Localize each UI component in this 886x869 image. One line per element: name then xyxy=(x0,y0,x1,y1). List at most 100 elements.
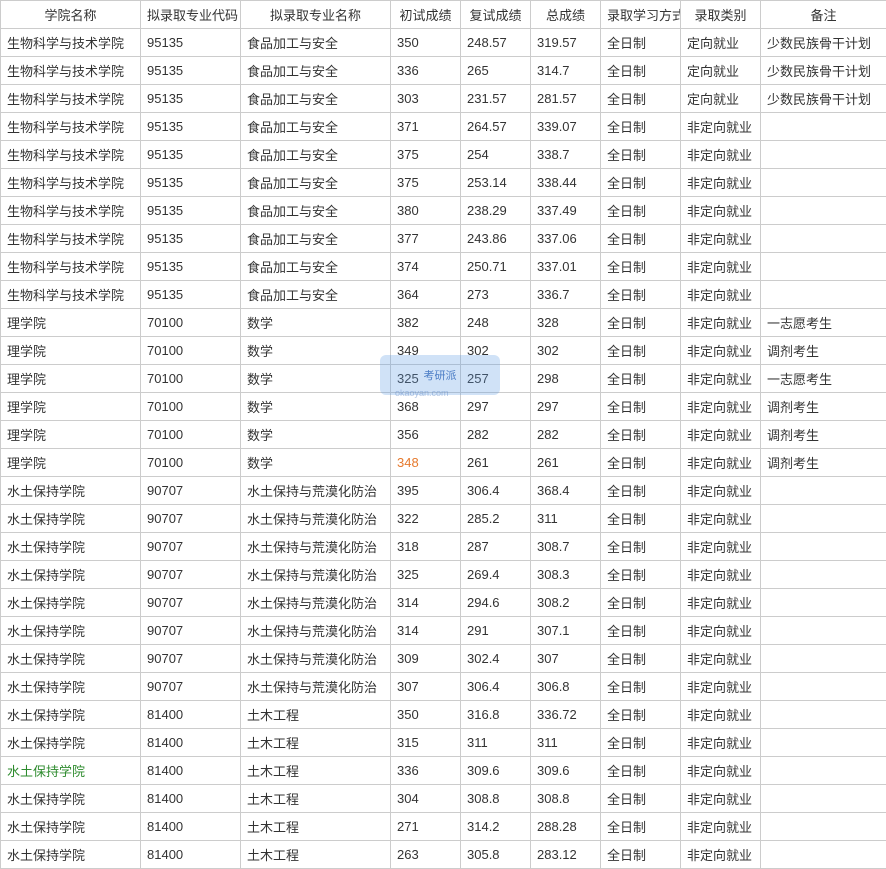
table-cell: 全日制 xyxy=(601,337,681,365)
table-cell: 308.8 xyxy=(461,785,531,813)
table-cell: 非定向就业 xyxy=(681,141,761,169)
table-cell: 70100 xyxy=(141,421,241,449)
table-cell: 308.8 xyxy=(531,785,601,813)
table-row: 水土保持学院90707水土保持与荒漠化防治322285.2311全日制非定向就业 xyxy=(1,505,886,533)
table-cell xyxy=(761,253,886,281)
table-cell: 248.57 xyxy=(461,29,531,57)
table-row: 生物科学与技术学院95135食品加工与安全374250.71337.01全日制非… xyxy=(1,253,886,281)
table-cell: 297 xyxy=(531,393,601,421)
table-cell: 90707 xyxy=(141,589,241,617)
table-row: 生物科学与技术学院95135食品加工与安全303231.57281.57全日制定… xyxy=(1,85,886,113)
table-cell: 281.57 xyxy=(531,85,601,113)
table-cell: 90707 xyxy=(141,617,241,645)
table-cell: 314 xyxy=(391,617,461,645)
table-cell: 95135 xyxy=(141,29,241,57)
table-cell: 95135 xyxy=(141,169,241,197)
table-row: 理学院70100数学325257298全日制非定向就业一志愿考生 xyxy=(1,365,886,393)
table-cell: 70100 xyxy=(141,393,241,421)
table-cell: 调剂考生 xyxy=(761,393,886,421)
table-cell: 水土保持与荒漠化防治 xyxy=(241,673,391,701)
table-cell: 生物科学与技术学院 xyxy=(1,225,141,253)
col-header-prelim-score: 初试成绩 xyxy=(391,1,461,29)
table-row: 水土保持学院81400土木工程315311311全日制非定向就业 xyxy=(1,729,886,757)
table-cell: 非定向就业 xyxy=(681,785,761,813)
table-cell: 304 xyxy=(391,785,461,813)
table-row: 生物科学与技术学院95135食品加工与安全336265314.7全日制定向就业少… xyxy=(1,57,886,85)
table-cell: 定向就业 xyxy=(681,85,761,113)
table-cell: 309.6 xyxy=(531,757,601,785)
table-cell: 325 xyxy=(391,365,461,393)
table-cell: 368.4 xyxy=(531,477,601,505)
table-cell: 调剂考生 xyxy=(761,449,886,477)
table-cell: 调剂考生 xyxy=(761,337,886,365)
table-cell: 81400 xyxy=(141,785,241,813)
table-cell: 308.2 xyxy=(531,589,601,617)
table-cell: 70100 xyxy=(141,337,241,365)
table-cell: 食品加工与安全 xyxy=(241,281,391,309)
table-cell: 336 xyxy=(391,757,461,785)
table-cell: 全日制 xyxy=(601,813,681,841)
table-cell: 食品加工与安全 xyxy=(241,85,391,113)
table-cell: 308.3 xyxy=(531,561,601,589)
table-cell xyxy=(761,645,886,673)
table-cell: 231.57 xyxy=(461,85,531,113)
table-cell: 318 xyxy=(391,533,461,561)
table-cell: 非定向就业 xyxy=(681,673,761,701)
table-cell: 90707 xyxy=(141,673,241,701)
table-cell: 377 xyxy=(391,225,461,253)
table-cell: 265 xyxy=(461,57,531,85)
table-cell: 非定向就业 xyxy=(681,561,761,589)
table-cell: 非定向就业 xyxy=(681,617,761,645)
table-cell: 食品加工与安全 xyxy=(241,197,391,225)
table-cell: 95135 xyxy=(141,197,241,225)
table-cell: 土木工程 xyxy=(241,785,391,813)
table-cell: 307.1 xyxy=(531,617,601,645)
table-cell: 非定向就业 xyxy=(681,197,761,225)
table-cell: 调剂考生 xyxy=(761,421,886,449)
table-cell: 311 xyxy=(461,729,531,757)
table-cell: 350 xyxy=(391,701,461,729)
table-cell: 生物科学与技术学院 xyxy=(1,197,141,225)
table-row: 水土保持学院81400土木工程263305.8283.12全日制非定向就业 xyxy=(1,841,886,869)
table-cell: 非定向就业 xyxy=(681,365,761,393)
table-cell: 土木工程 xyxy=(241,813,391,841)
table-cell xyxy=(761,785,886,813)
table-cell xyxy=(761,113,886,141)
table-cell: 理学院 xyxy=(1,309,141,337)
table-cell: 70100 xyxy=(141,365,241,393)
table-cell: 311 xyxy=(531,505,601,533)
table-row: 水土保持学院90707水土保持与荒漠化防治309302.4307全日制非定向就业 xyxy=(1,645,886,673)
table-cell: 理学院 xyxy=(1,393,141,421)
table-cell: 全日制 xyxy=(601,645,681,673)
table-cell: 336.72 xyxy=(531,701,601,729)
table-row: 水土保持学院81400土木工程271314.2288.28全日制非定向就业 xyxy=(1,813,886,841)
table-cell: 生物科学与技术学院 xyxy=(1,253,141,281)
table-cell: 非定向就业 xyxy=(681,701,761,729)
table-cell: 全日制 xyxy=(601,729,681,757)
table-cell: 生物科学与技术学院 xyxy=(1,141,141,169)
table-cell: 90707 xyxy=(141,645,241,673)
table-cell: 261 xyxy=(461,449,531,477)
table-cell: 非定向就业 xyxy=(681,337,761,365)
table-cell: 非定向就业 xyxy=(681,449,761,477)
table-row: 生物科学与技术学院95135食品加工与安全350248.57319.57全日制定… xyxy=(1,29,886,57)
table-cell: 理学院 xyxy=(1,365,141,393)
table-cell: 理学院 xyxy=(1,337,141,365)
table-cell: 95135 xyxy=(141,141,241,169)
table-cell: 288.28 xyxy=(531,813,601,841)
table-cell: 319.57 xyxy=(531,29,601,57)
table-body: 生物科学与技术学院95135食品加工与安全350248.57319.57全日制定… xyxy=(1,29,886,869)
table-cell: 全日制 xyxy=(601,113,681,141)
col-header-study-mode: 录取学习方式 xyxy=(601,1,681,29)
table-cell: 水土保持学院 xyxy=(1,673,141,701)
table-cell xyxy=(761,841,886,869)
table-cell: 282 xyxy=(531,421,601,449)
table-cell: 食品加工与安全 xyxy=(241,169,391,197)
table-cell: 337.06 xyxy=(531,225,601,253)
col-header-college: 学院名称 xyxy=(1,1,141,29)
table-cell: 339.07 xyxy=(531,113,601,141)
table-cell: 303 xyxy=(391,85,461,113)
table-cell: 食品加工与安全 xyxy=(241,57,391,85)
table-cell: 生物科学与技术学院 xyxy=(1,57,141,85)
table-cell: 非定向就业 xyxy=(681,281,761,309)
